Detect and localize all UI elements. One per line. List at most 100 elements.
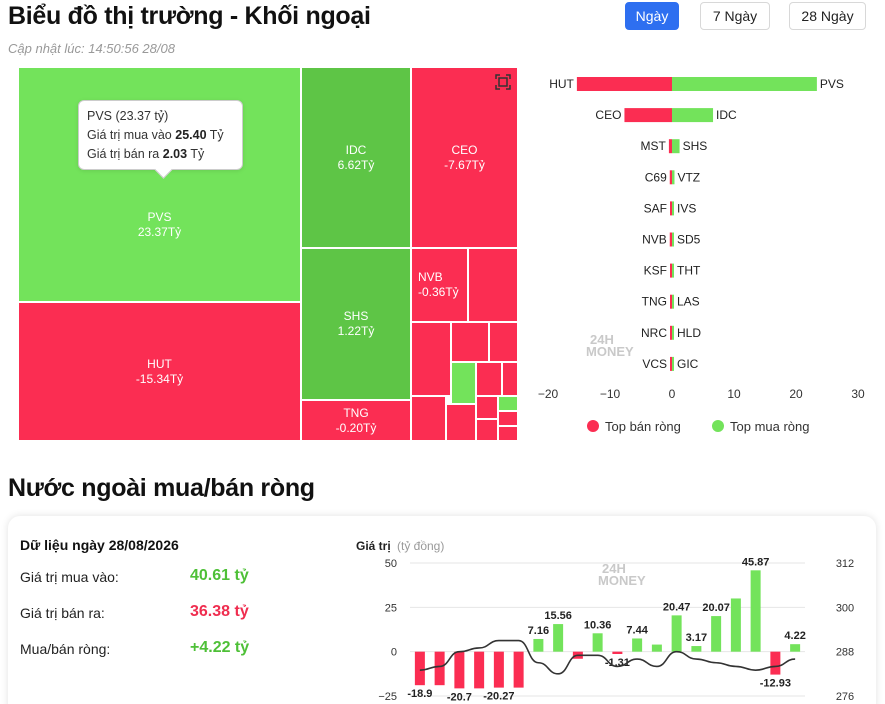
treemap-tile-small[interactable]: [476, 396, 498, 419]
buy-symbol-label: LAS: [677, 295, 700, 309]
tooltip-buy-row: Giá trị mua vào 25.40 Tỷ: [87, 126, 234, 145]
net-bar: [533, 638, 544, 652]
net-bar: [770, 651, 781, 675]
buy-bar: [672, 263, 674, 278]
net-bar: [414, 651, 425, 686]
net-bar: [750, 570, 761, 652]
net-bar-label: -20.7: [447, 691, 472, 703]
y2-tick-label: 288: [836, 647, 854, 659]
treemap-tile-hut[interactable]: HUT -15.34Tỷ: [18, 302, 301, 441]
tab-7-days[interactable]: 7 Ngày: [700, 2, 770, 30]
watermark-logo: 24H MONEY: [558, 333, 634, 358]
treemap-tile-small[interactable]: [476, 362, 502, 396]
tooltip-sell-row: Giá trị bán ra 2.03 Tỷ: [87, 145, 234, 164]
tab-day[interactable]: Ngày: [625, 2, 679, 30]
sell-symbol-label: VCS: [642, 357, 667, 371]
buy-bar: [672, 108, 714, 123]
treemap-tile-nvb[interactable]: NVB -0.36Tỷ: [411, 248, 468, 322]
y2-tick-label: 312: [836, 558, 854, 570]
treemap-tile-small[interactable]: [468, 248, 518, 322]
sell-bar: [670, 263, 672, 278]
x-tick-label: 30: [851, 387, 865, 401]
tile-symbol: TNG: [343, 405, 369, 420]
net-bar-label: -1.31: [605, 657, 630, 669]
net-bar: [434, 651, 445, 686]
net-bar-label: 20.47: [663, 601, 691, 613]
watermark-line1: 24H: [602, 561, 626, 576]
tile-symbol: PVS: [147, 209, 172, 224]
net-bar-label: 45.87: [742, 556, 770, 568]
y-tick-label: −25: [378, 691, 397, 703]
watermark-logo: 24H MONEY: [570, 561, 646, 587]
net-bar-label: 15.56: [544, 610, 572, 622]
net-bar: [651, 644, 662, 652]
tile-symbol: IDC: [345, 142, 367, 157]
treemap-tile-small[interactable]: [498, 426, 518, 441]
x-tick-label: −10: [600, 387, 621, 401]
treemap-tile-small[interactable]: [489, 322, 518, 362]
tile-symbol: HUT: [147, 356, 172, 371]
treemap-tile-small[interactable]: [498, 411, 518, 426]
sell-label: Giá trị bán ra:: [20, 605, 105, 621]
net-bar-label: 10.36: [584, 619, 612, 631]
treemap-tile-ceo[interactable]: CEO -7.67Tỷ: [411, 67, 518, 248]
y2-tick-label: 276: [836, 691, 854, 703]
buy-symbol-label: SD5: [677, 233, 701, 247]
buy-symbol-label: PVS: [820, 77, 844, 91]
foreign-treemap: PVS 23.37Tỷ HUT -15.34Tỷ IDC 6.62Tỷ CEO …: [18, 67, 518, 441]
net-bar: [711, 616, 722, 652]
y-tick-label: 50: [385, 558, 397, 570]
treemap-tile-small[interactable]: [451, 322, 489, 362]
sell-symbol-label: HUT: [549, 77, 574, 91]
buy-bar: [672, 139, 680, 154]
treemap-tile-pvs[interactable]: PVS 23.37Tỷ: [18, 67, 301, 302]
treemap-tile-small[interactable]: [411, 396, 446, 441]
summary-date: Dữ liệu ngày 28/08/2026: [20, 537, 179, 553]
tooltip-buy-label: Giá trị mua vào: [87, 128, 172, 142]
buy-symbol-label: SHS: [683, 139, 708, 153]
sell-symbol-label: C69: [645, 170, 667, 184]
net-bar-label: 20.07: [702, 602, 730, 614]
sell-symbol-label: NVB: [642, 233, 667, 247]
net-bar: [553, 624, 564, 652]
x-tick-label: 0: [669, 387, 676, 401]
expand-icon[interactable]: [495, 74, 511, 90]
treemap-tile-small[interactable]: [502, 362, 518, 396]
treemap-tile-tng[interactable]: TNG -0.20Tỷ: [301, 400, 411, 441]
sell-bar: [669, 170, 672, 185]
buy-symbol-label: GIC: [677, 357, 699, 371]
tab-28-days[interactable]: 28 Ngày: [789, 2, 866, 30]
price-line: [419, 639, 796, 675]
net-bar-label: -12.93: [760, 678, 791, 690]
net-bar-label: 7.44: [626, 624, 648, 636]
treemap-tile-shs[interactable]: SHS 1.22Tỷ: [301, 248, 411, 400]
treemap-tile-small[interactable]: [476, 419, 498, 441]
y-axis-unit: (tỷ đồng): [397, 539, 444, 553]
treemap-tile-small[interactable]: [411, 322, 451, 396]
legend-marker-sell: [587, 420, 599, 432]
net-bar-label: 7.16: [528, 625, 549, 637]
buy-symbol-label: HLD: [677, 326, 701, 340]
buy-label: Giá trị mua vào:: [20, 569, 119, 585]
net-flow-chart: Giá trị (tỷ đồng)50 25 0 −25 312 300 288 276 -18.…: [356, 539, 854, 703]
sell-symbol-label: CEO: [595, 108, 621, 122]
treemap-tile-idc[interactable]: IDC 6.62Tỷ: [301, 67, 411, 248]
y-axis-title: Giá trị: [356, 539, 391, 553]
tooltip-unit: Tỷ: [190, 147, 205, 161]
legend-sell-label: Top bán ròng: [605, 419, 681, 434]
net-bar: [612, 651, 623, 654]
net-bar: [513, 651, 524, 688]
tooltip-title: PVS (23.37 tỷ): [87, 109, 169, 123]
treemap-tile-small[interactable]: [446, 404, 476, 441]
net-bar: [632, 638, 643, 652]
tooltip-buy-value: 25.40: [175, 128, 207, 142]
x-tick-label: −20: [538, 387, 559, 401]
net-bar: [474, 651, 485, 689]
sell-bar: [668, 139, 672, 154]
tile-value: -7.67Tỷ: [444, 157, 485, 172]
treemap-tile-small[interactable]: [498, 396, 518, 411]
treemap-tile-small[interactable]: [451, 362, 476, 404]
tile-value: 23.37Tỷ: [137, 224, 182, 239]
sell-bar: [670, 356, 672, 371]
sell-bar: [669, 232, 672, 247]
